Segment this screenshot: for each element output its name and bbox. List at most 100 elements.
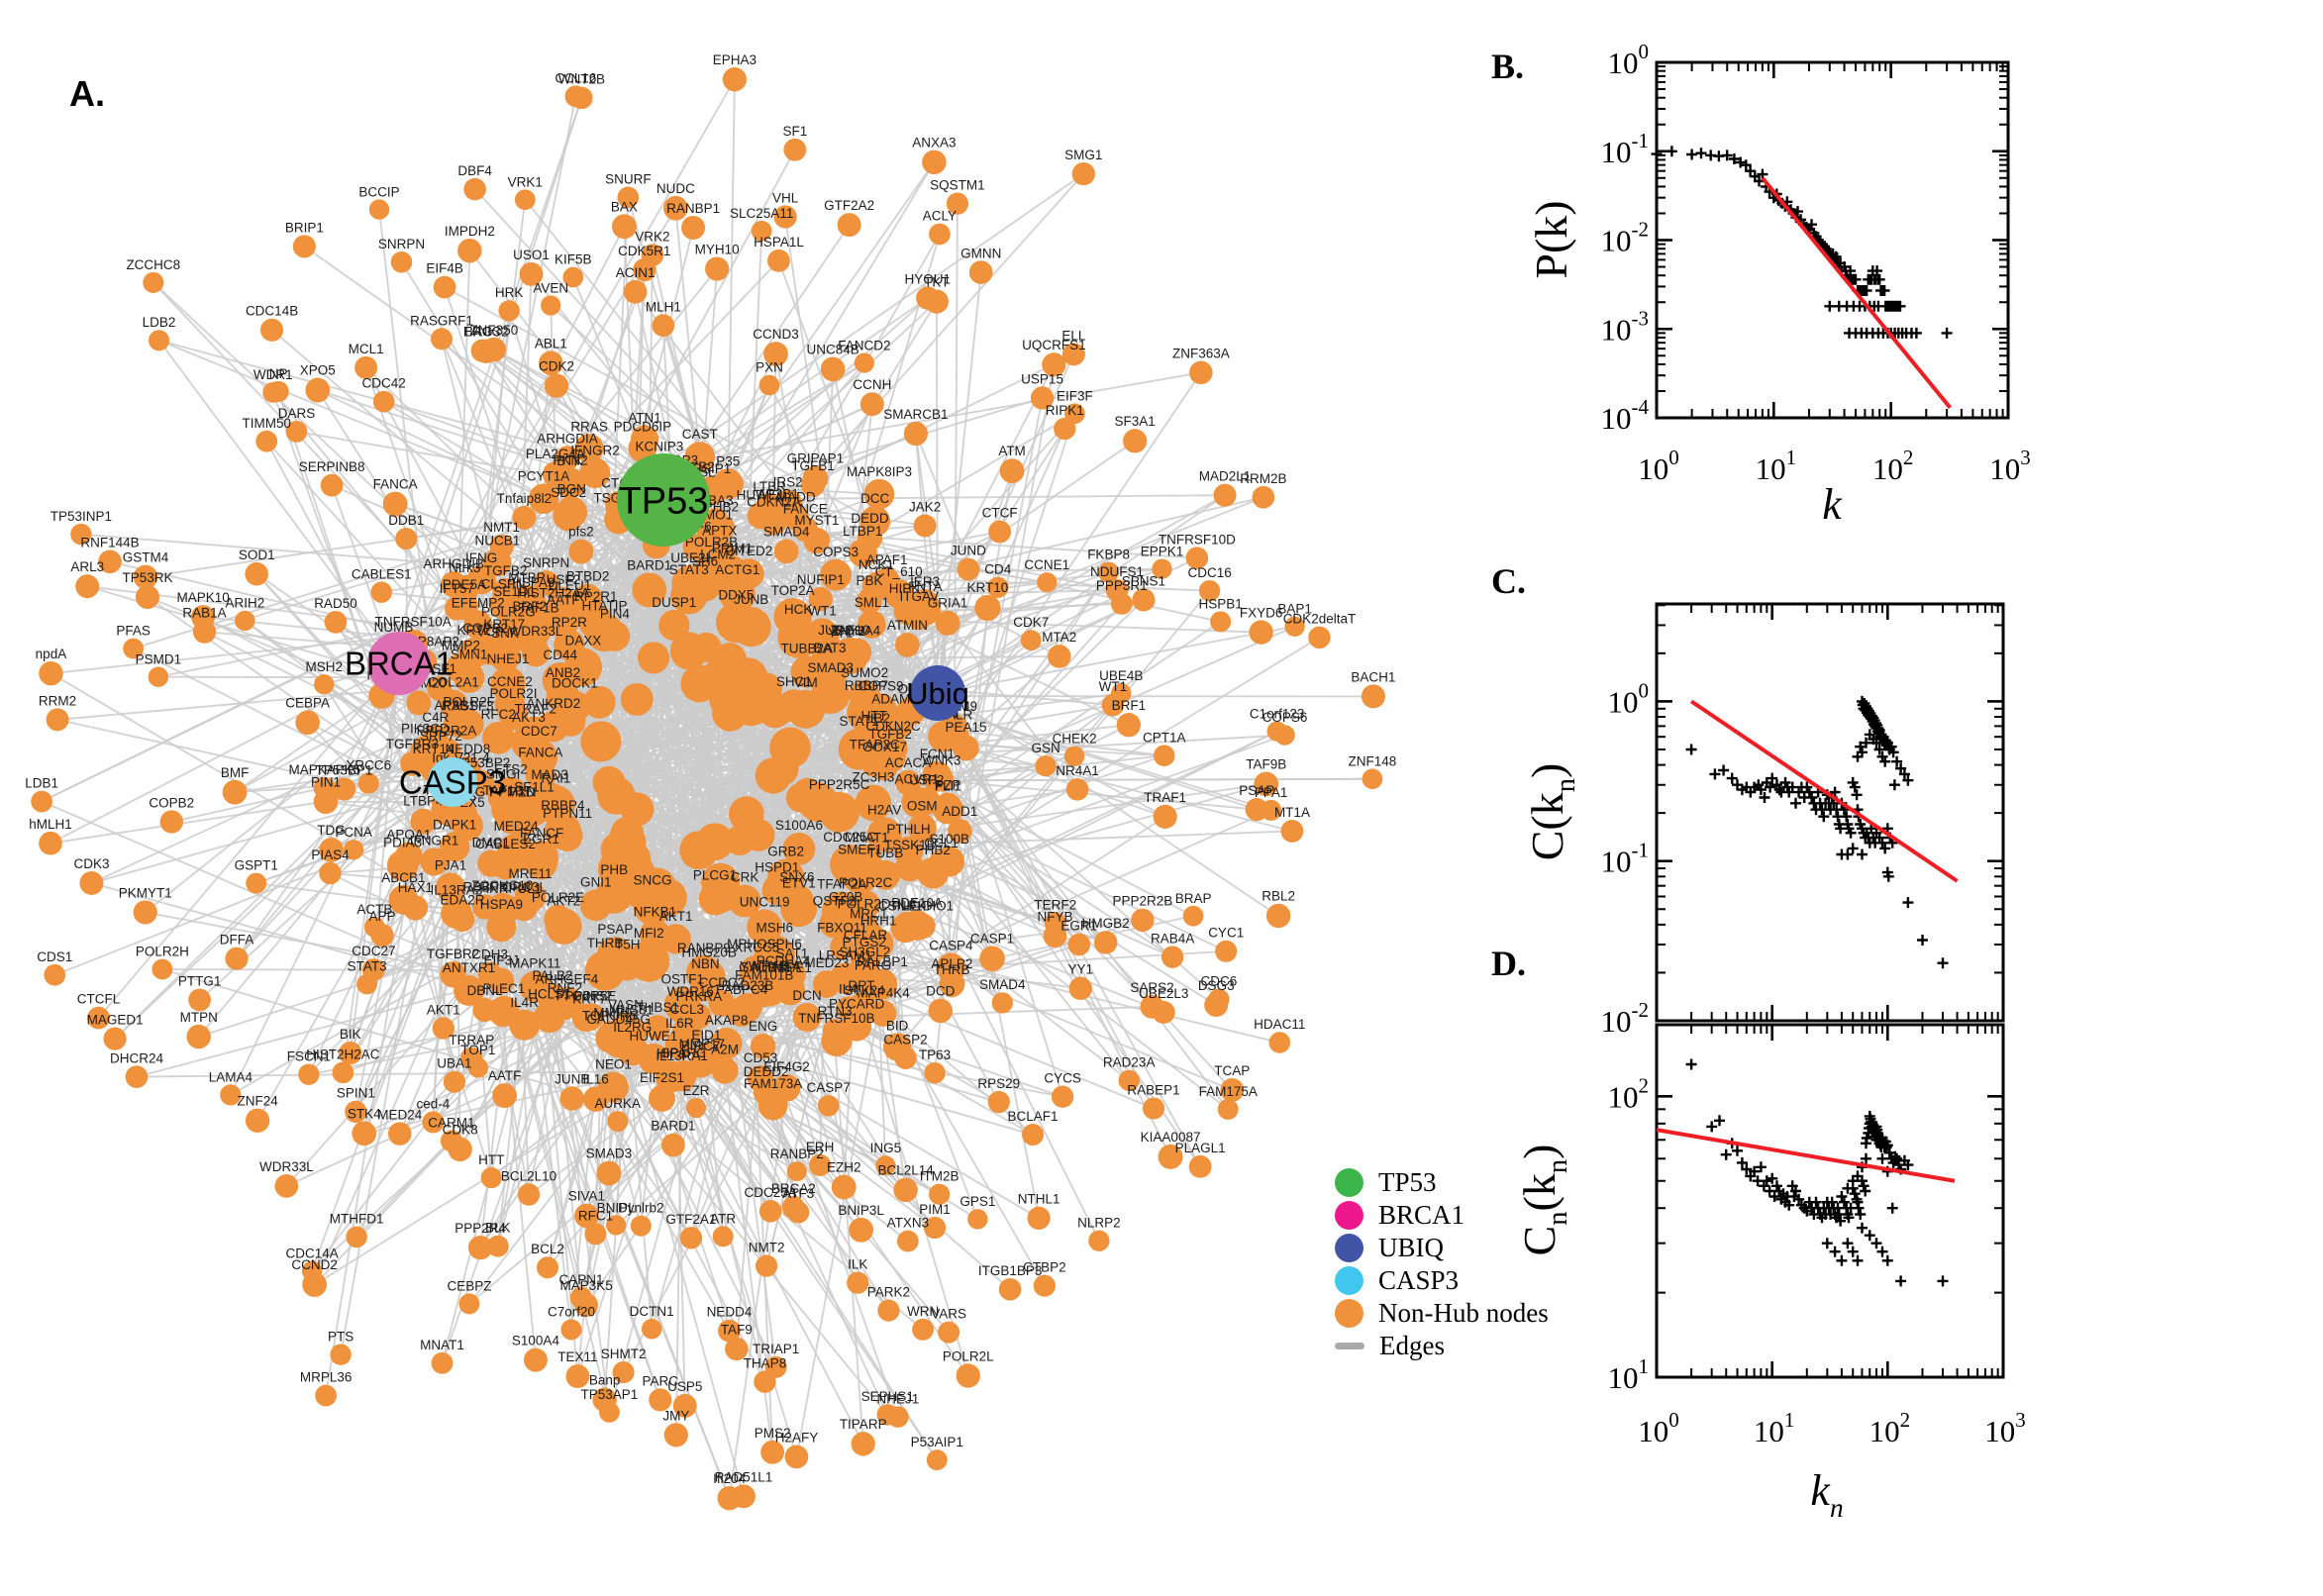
- gene-node-label: CHEK2: [1053, 732, 1097, 747]
- gene-node-label: TSSK1B: [884, 838, 936, 852]
- gene-node-label: PPP2R4: [454, 1221, 506, 1236]
- non-hub-node: [186, 1024, 211, 1049]
- non-hub-node: [1101, 693, 1125, 717]
- gene-node-label: SMN1: [451, 648, 488, 662]
- non-hub-node: [498, 300, 520, 322]
- non-hub-node: [554, 629, 585, 661]
- gene-node-label: PJA1: [435, 857, 466, 872]
- non-hub-node: [225, 947, 249, 970]
- non-hub-node: [463, 177, 486, 201]
- non-hub-node: [70, 523, 92, 546]
- gene-node-label: TKT: [924, 274, 950, 289]
- gene-node-label: BCLAF1: [1008, 1109, 1059, 1124]
- non-hub-node: [871, 754, 898, 781]
- non-hub-node: [152, 958, 173, 980]
- gene-node-label: HTATIP: [582, 599, 628, 614]
- gene-node-label: EIF4G2: [763, 1059, 810, 1074]
- gene-node-label: FCN1: [920, 747, 955, 761]
- gene-node-label: EDA2R: [441, 892, 485, 907]
- non-hub-node: [352, 1121, 377, 1147]
- non-hub-node: [734, 558, 764, 589]
- gene-node-label: SHMT2: [601, 1347, 647, 1361]
- gene-node-label: GRIA1: [928, 596, 968, 611]
- non-hub-node: [639, 919, 670, 950]
- gene-node-label: PKMYT1: [119, 885, 172, 900]
- non-hub-node: [883, 578, 914, 609]
- gene-node-label: RRM2B: [1240, 471, 1286, 486]
- gene-node-label: KIF5B: [555, 252, 592, 267]
- gene-node-label: KRT7: [572, 991, 606, 1006]
- gene-node-label: TUBB: [867, 846, 903, 860]
- gene-node-label: CCL3: [670, 1002, 705, 1017]
- non-hub-node: [1254, 771, 1279, 797]
- non-hub-node: [235, 610, 255, 632]
- gene-node-label: NEDD8: [446, 742, 491, 756]
- non-hub-node: [1220, 1078, 1245, 1102]
- non-hub-node: [623, 279, 648, 304]
- non-hub-node: [39, 831, 62, 855]
- gene-node-label: BIRC7: [681, 1039, 721, 1053]
- gene-node-label: HCK: [784, 602, 813, 617]
- gene-node-label: AKT1: [659, 909, 693, 924]
- gene-node-label: HSPB1: [1198, 596, 1242, 611]
- non-hub-node: [617, 186, 640, 209]
- gene-node-label: IL13RA1: [656, 1048, 708, 1063]
- non-hub-node: [87, 1006, 110, 1030]
- gene-node-label: PARG: [855, 957, 891, 972]
- legend-item-label: CASP3: [1378, 1265, 1460, 1295]
- gene-node-label: ZCCHC8: [126, 257, 180, 272]
- gene-node-label: COPS2: [462, 621, 508, 636]
- gene-node-label: XRCC6: [346, 758, 391, 773]
- gene-node-label: PSAP: [1239, 783, 1274, 798]
- non-hub-node: [786, 1161, 807, 1182]
- non-hub-node: [443, 1070, 466, 1093]
- non-hub-node: [79, 870, 104, 895]
- gene-node-label: CDK2deltaT: [1283, 612, 1357, 627]
- gene-node-label: MAP4K4: [857, 985, 910, 1000]
- gene-node-label: AP2B1: [758, 486, 799, 501]
- non-hub-node: [458, 638, 490, 669]
- non-hub-node: [519, 716, 552, 748]
- non-hub-node: [703, 508, 729, 534]
- gene-node-label: JMY: [662, 1408, 689, 1423]
- gene-node-label: APTX: [702, 523, 737, 538]
- gene-node-label: WNT2B: [558, 72, 605, 87]
- non-hub-node: [928, 998, 954, 1024]
- non-hub-node: [854, 352, 874, 373]
- gene-node-label: CCND2: [291, 1257, 338, 1272]
- gene-node-label: SIVA1: [568, 1189, 605, 1204]
- non-hub-node: [998, 1277, 1022, 1301]
- plot-frame: [1655, 1023, 2005, 1379]
- non-hub-node: [103, 1027, 127, 1050]
- gene-node-label: SMAD4: [763, 525, 810, 540]
- gene-node-label: PCDHA4: [757, 953, 811, 968]
- gene-node-label: WDR33L: [509, 624, 563, 639]
- non-hub-node: [528, 483, 559, 515]
- gene-node-label: RP2R: [552, 615, 587, 630]
- gene-node-label: MAD3: [531, 767, 568, 782]
- gene-node-label: BGN: [557, 481, 586, 496]
- gene-node-label: DSG3: [1198, 978, 1235, 993]
- non-hub-node: [395, 528, 418, 550]
- non-hub-node: [584, 1223, 607, 1246]
- non-hub-node: [760, 1440, 785, 1464]
- non-hub-node: [463, 610, 493, 640]
- gene-node-label: ABCB1: [381, 870, 425, 885]
- non-hub-node: [1210, 611, 1232, 633]
- gene-node-label: SML1: [855, 595, 889, 610]
- non-hub-node: [267, 380, 289, 403]
- gene-node-label: TNFRSF10B: [798, 1011, 874, 1026]
- gene-node-label: CCNE2: [487, 674, 533, 689]
- non-hub-node: [855, 784, 892, 822]
- non-hub-node: [935, 792, 961, 819]
- non-hub-node: [1142, 1097, 1165, 1120]
- non-hub-node: [539, 350, 563, 375]
- gene-node-label: PFAS: [116, 624, 151, 639]
- gene-node-label: ZC3H3: [853, 770, 895, 785]
- non-hub-node: [319, 838, 344, 862]
- tp53-hub: [617, 453, 710, 547]
- legend-dot-icon: [1335, 1266, 1364, 1295]
- non-hub-node: [533, 570, 559, 596]
- non-hub-node: [135, 584, 160, 610]
- chart-panel-C: 100 10-1 10-2 C(kn): [1522, 602, 2005, 1039]
